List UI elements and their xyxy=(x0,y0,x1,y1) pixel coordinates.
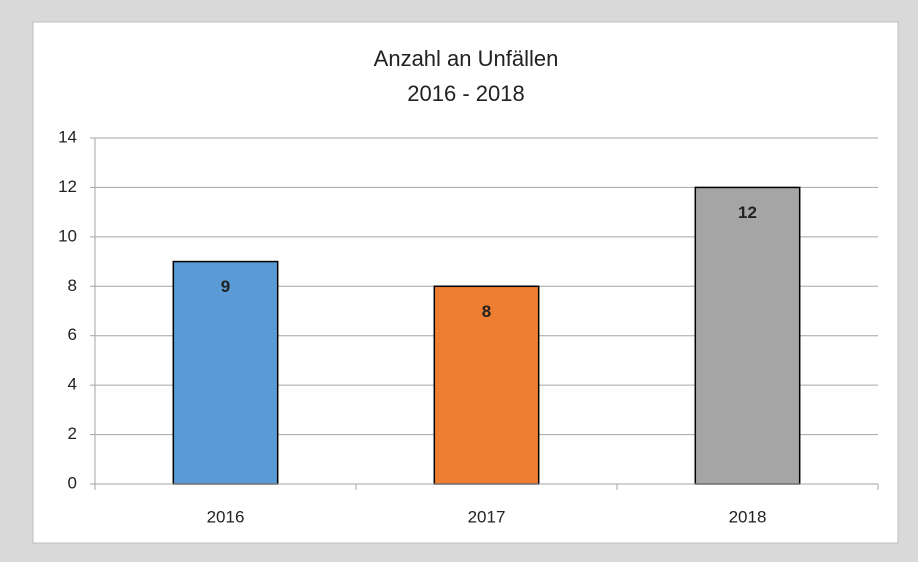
y-tick-label: 2 xyxy=(68,424,77,443)
y-tick-label: 6 xyxy=(68,325,77,344)
bar xyxy=(694,186,801,485)
x-tick-label: 2016 xyxy=(207,507,245,526)
chart-subtitle: 2016 - 2018 xyxy=(407,81,524,106)
y-tick-label: 8 xyxy=(68,276,77,295)
value-label: 8 xyxy=(482,302,491,321)
x-tick-label: 2018 xyxy=(729,507,767,526)
chart-title: Anzahl an Unfällen xyxy=(374,46,559,71)
y-tick-label: 12 xyxy=(58,177,77,196)
y-tick-label: 14 xyxy=(58,127,77,146)
value-label: 12 xyxy=(738,203,757,222)
bar xyxy=(433,285,540,485)
bar xyxy=(172,260,279,485)
y-tick-label: 0 xyxy=(68,473,77,492)
y-tick-label: 4 xyxy=(68,375,77,394)
value-label: 9 xyxy=(221,277,230,296)
y-tick-label: 10 xyxy=(58,226,77,245)
x-tick-label: 2017 xyxy=(468,507,506,526)
